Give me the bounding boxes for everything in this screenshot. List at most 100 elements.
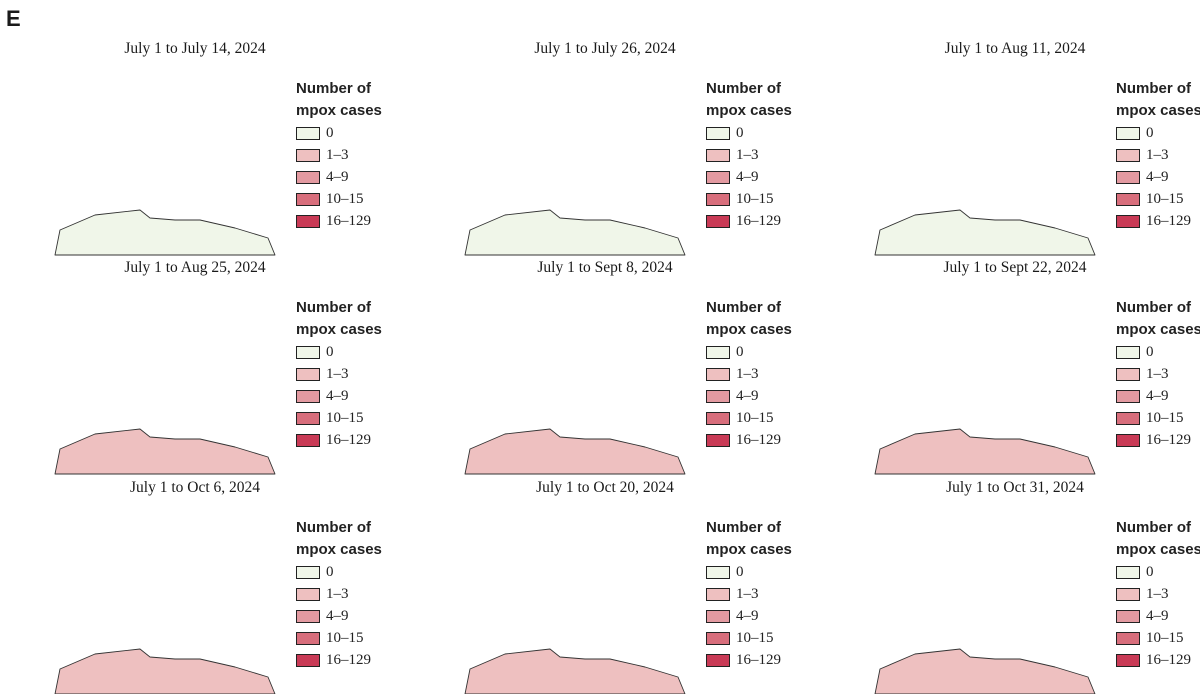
map-panel: July 1 to Oct 6, 2024 Number of mpox case…	[0, 439, 400, 694]
legend-swatch	[1116, 566, 1140, 579]
legend-item: 10–15	[706, 628, 816, 649]
legend-swatch	[706, 215, 730, 228]
legend-label: 10–15	[326, 630, 364, 646]
map-panel: July 1 to Sept 22, 2024 Number of mpox ca…	[820, 219, 1200, 475]
legend-label: 4–9	[736, 608, 759, 624]
legend-title: Number of	[296, 80, 371, 97]
legend-swatch	[1116, 390, 1140, 403]
map-region-south	[54, 648, 276, 694]
map-legend: Number of mpox cases 0 1–3 4–9 10–15 16–129	[1116, 78, 1200, 232]
legend-item: 0	[706, 342, 816, 363]
legend-item: 16–129	[296, 650, 406, 671]
legend-item: 1–3	[296, 364, 406, 385]
map-panel: July 1 to July 26, 2024 Number of mpox ca…	[410, 0, 810, 256]
choropleth-map	[464, 428, 686, 475]
legend-label: 1–3	[326, 366, 349, 382]
legend-label: 10–15	[1146, 191, 1184, 207]
legend-title: mpox cases	[1116, 321, 1200, 338]
legend-swatch	[296, 654, 320, 667]
choropleth-map	[464, 209, 686, 256]
legend-swatch	[1116, 412, 1140, 425]
legend-swatch	[296, 149, 320, 162]
map-panel-title: July 1 to Aug 25, 2024	[124, 259, 266, 276]
legend-item: 1–3	[1116, 145, 1200, 166]
legend-label: 10–15	[1146, 410, 1184, 426]
legend-item: 10–15	[296, 408, 406, 429]
legend-title: Number of	[296, 519, 371, 536]
legend-label: 10–15	[1146, 630, 1184, 646]
legend-swatch	[296, 434, 320, 447]
legend-label: 16–129	[736, 213, 781, 229]
legend-label: 16–129	[736, 652, 781, 668]
legend-item: 1–3	[296, 145, 406, 166]
legend-label: 10–15	[326, 191, 364, 207]
legend-title: Number of	[1116, 299, 1191, 316]
choropleth-map	[54, 428, 276, 475]
legend-item: 10–15	[296, 628, 406, 649]
legend-item: 0	[706, 562, 816, 583]
legend-swatch	[296, 193, 320, 206]
legend-label: 0	[1146, 125, 1154, 141]
legend-swatch	[706, 149, 730, 162]
map-panel-title: July 1 to Aug 11, 2024	[944, 40, 1086, 57]
legend-label: 16–129	[326, 432, 371, 448]
map-region-south	[464, 209, 686, 256]
legend-label: 4–9	[326, 608, 349, 624]
legend-swatch	[706, 171, 730, 184]
legend-swatch	[296, 588, 320, 601]
choropleth-map	[54, 648, 276, 694]
legend-swatch	[706, 193, 730, 206]
legend-swatch	[706, 346, 730, 359]
legend-label: 1–3	[326, 586, 349, 602]
legend-title: Number of	[706, 80, 781, 97]
legend-label: 1–3	[1146, 147, 1169, 163]
map-legend: Number of mpox cases 0 1–3 4–9 10–15 16–129	[706, 517, 816, 671]
map-legend: Number of mpox cases 0 1–3 4–9 10–15 16–129	[1116, 297, 1200, 451]
map-region-south	[54, 428, 276, 475]
map-panel-title: July 1 to Oct 31, 2024	[946, 479, 1084, 496]
map-panel: July 1 to Oct 20, 2024 Number of mpox cas…	[410, 439, 810, 694]
legend-item: 1–3	[1116, 364, 1200, 385]
legend-swatch	[296, 346, 320, 359]
legend-item: 1–3	[296, 584, 406, 605]
map-panel-title: July 1 to July 26, 2024	[534, 40, 676, 57]
legend-swatch	[296, 368, 320, 381]
legend-item: 16–129	[296, 211, 406, 232]
legend-label: 0	[326, 564, 334, 580]
choropleth-map	[874, 209, 1096, 256]
legend-swatch	[296, 566, 320, 579]
legend-title: Number of	[296, 299, 371, 316]
legend-item: 16–129	[1116, 650, 1200, 671]
legend-label: 16–129	[326, 213, 371, 229]
map-panel-title: July 1 to Sept 22, 2024	[943, 259, 1087, 276]
map-region-south	[54, 209, 276, 256]
legend-label: 10–15	[736, 410, 774, 426]
map-region-south	[874, 428, 1096, 475]
choropleth-map	[874, 428, 1096, 475]
legend-swatch	[296, 215, 320, 228]
legend-swatch	[296, 171, 320, 184]
legend-item: 4–9	[296, 386, 406, 407]
legend-label: 1–3	[1146, 586, 1169, 602]
map-panel-title: July 1 to Sept 8, 2024	[537, 259, 673, 276]
legend-swatch	[706, 434, 730, 447]
choropleth-map	[54, 209, 276, 256]
legend-item: 0	[296, 562, 406, 583]
map-legend: Number of mpox cases 0 1–3 4–9 10–15 16–129	[1116, 517, 1200, 671]
legend-item: 16–129	[706, 211, 816, 232]
legend-swatch	[706, 632, 730, 645]
map-panel: July 1 to Oct 31, 2024 Number of mpox cas…	[820, 439, 1200, 694]
choropleth-map	[874, 648, 1096, 694]
legend-label: 16–129	[326, 652, 371, 668]
legend-item: 4–9	[1116, 606, 1200, 627]
legend-item: 0	[706, 123, 816, 144]
legend-label: 0	[736, 125, 744, 141]
legend-swatch	[296, 390, 320, 403]
legend-label: 16–129	[1146, 652, 1191, 668]
legend-item: 0	[296, 123, 406, 144]
legend-item: 4–9	[1116, 386, 1200, 407]
legend-swatch	[1116, 215, 1140, 228]
legend-item: 4–9	[1116, 167, 1200, 188]
legend-title: Number of	[706, 519, 781, 536]
map-panel: July 1 to Aug 11, 2024 Number of mpox cas…	[820, 0, 1200, 256]
